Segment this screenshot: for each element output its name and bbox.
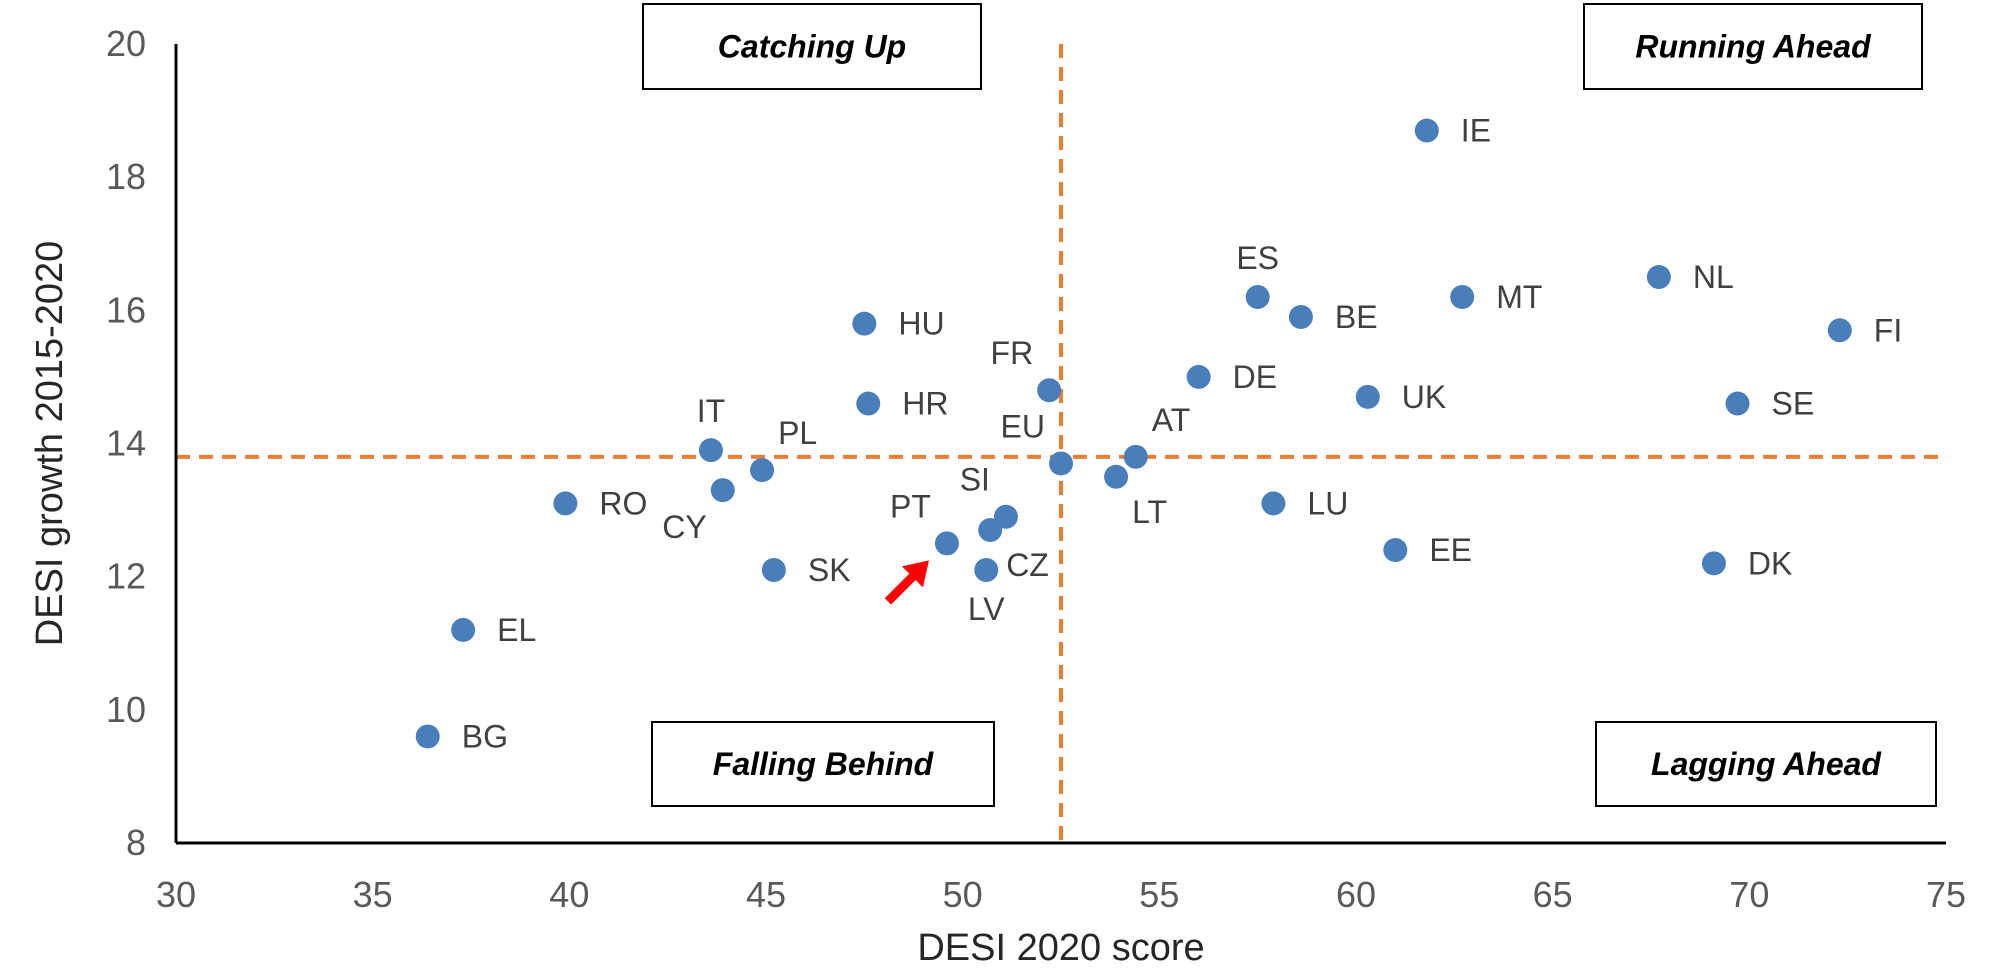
point-label-eu: EU — [1001, 408, 1045, 444]
quadrant-running-ahead: Running Ahead — [1583, 3, 1923, 90]
point-label-cy: CY — [662, 509, 706, 545]
point-uk — [1355, 384, 1380, 409]
quadrant-falling-behind: Falling Behind — [651, 721, 995, 807]
x-tick-label: 55 — [1139, 874, 1179, 915]
point-sk — [761, 558, 786, 583]
point-pl — [750, 458, 775, 483]
quadrant-catching-up-label: Catching Up — [718, 29, 906, 65]
quadrant-running-ahead-box — [1583, 3, 1923, 90]
quadrant-lagging-ahead-label: Lagging Ahead — [1651, 746, 1882, 782]
point-ro — [553, 491, 578, 516]
point-ie — [1414, 118, 1439, 143]
point-label-ie: IE — [1461, 113, 1491, 149]
quadrant-labels: Catching Up Running Ahead Falling Behind La… — [642, 3, 1937, 807]
point-fi — [1827, 318, 1852, 343]
point-label-se: SE — [1772, 386, 1815, 422]
y-tick-label: 16 — [106, 289, 146, 330]
x-tick-label: 65 — [1533, 874, 1573, 915]
point-si — [993, 504, 1018, 529]
point-label-sk: SK — [808, 552, 851, 588]
point-pt — [934, 531, 959, 556]
point-label-dk: DK — [1748, 545, 1792, 581]
point-it — [698, 438, 723, 463]
point-se — [1725, 391, 1750, 416]
highlight-arrow-head — [901, 560, 929, 588]
point-lu — [1261, 491, 1286, 516]
point-label-be: BE — [1335, 299, 1378, 335]
y-axis-title: DESI growth 2015-2020 — [29, 241, 71, 647]
point-label-lu: LU — [1307, 485, 1348, 521]
point-hr — [856, 391, 881, 416]
point-label-uk: UK — [1402, 379, 1446, 415]
quadrant-lagging-ahead: Lagging Ahead — [1595, 721, 1937, 807]
point-ee — [1383, 538, 1408, 563]
quadrant-running-ahead-label: Running Ahead — [1635, 29, 1872, 65]
point-cz — [978, 518, 1003, 543]
x-tick-label: 75 — [1926, 874, 1966, 915]
y-tick-label: 10 — [106, 689, 146, 730]
point-de — [1186, 364, 1211, 389]
data-points — [415, 118, 1852, 749]
point-label-nl: NL — [1693, 259, 1734, 295]
x-tick-label: 50 — [943, 874, 983, 915]
x-axis-title: DESI 2020 score — [917, 927, 1204, 969]
point-label-ee: EE — [1429, 532, 1472, 568]
point-lt — [1104, 464, 1129, 489]
quadrant-falling-behind-label: Falling Behind — [713, 746, 935, 782]
point-eu — [1049, 451, 1073, 476]
point-label-fi: FI — [1874, 312, 1902, 348]
point-at — [1123, 444, 1148, 469]
x-tick-label: 35 — [353, 874, 393, 915]
point-es — [1245, 285, 1270, 310]
y-tick-label: 18 — [106, 156, 146, 197]
point-label-el: EL — [497, 612, 536, 648]
point-label-ro: RO — [599, 485, 647, 521]
point-mt — [1450, 285, 1475, 310]
highlight-arrow-icon — [884, 560, 929, 605]
point-label-bg: BG — [462, 718, 508, 754]
point-label-hu: HU — [898, 306, 944, 342]
point-label-at: AT — [1152, 402, 1191, 438]
x-tick-label: 30 — [156, 874, 196, 915]
quadrant-lagging-ahead-box — [1595, 721, 1937, 807]
point-hu — [852, 311, 877, 336]
point-label-fr: FR — [991, 335, 1034, 371]
point-be — [1288, 304, 1313, 329]
data-point-labels: IE ES BE MT NL FI HU FR DE UK SE HR IT PL EU AT LT CY RO LU… — [462, 113, 1903, 755]
y-tick-label: 20 — [106, 23, 146, 64]
point-label-it: IT — [697, 393, 725, 429]
x-tick-label: 70 — [1729, 874, 1769, 915]
point-label-es: ES — [1236, 240, 1279, 276]
quadrant-catching-up-box — [642, 3, 982, 90]
y-tick-label: 8 — [126, 822, 146, 863]
point-label-pl: PL — [778, 415, 817, 451]
point-cy — [710, 478, 735, 503]
point-label-pt: PT — [890, 488, 931, 524]
x-tick-label: 60 — [1336, 874, 1376, 915]
point-dk — [1701, 551, 1726, 576]
quadrant-falling-behind-box — [651, 721, 995, 807]
x-tick-label: 45 — [746, 874, 786, 915]
point-label-lv: LV — [968, 591, 1005, 627]
point-label-de: DE — [1233, 359, 1277, 395]
quadrant-catching-up: Catching Up — [642, 3, 982, 90]
point-bg — [415, 724, 440, 749]
point-el — [451, 617, 476, 642]
point-label-lt: LT — [1132, 494, 1167, 530]
point-fr — [1037, 378, 1062, 403]
x-tick-label: 40 — [549, 874, 589, 915]
point-label-si: SI — [960, 462, 990, 498]
x-tick-labels: 30 35 40 45 50 55 60 65 70 75 — [156, 874, 1966, 915]
point-label-cz: CZ — [1006, 547, 1049, 583]
point-label-hr: HR — [902, 386, 948, 422]
point-lv — [974, 558, 999, 583]
point-label-mt: MT — [1496, 279, 1542, 315]
axes — [174, 44, 1946, 845]
y-tick-label: 14 — [106, 423, 146, 464]
y-tick-label: 12 — [106, 556, 146, 597]
point-nl — [1646, 265, 1671, 290]
y-tick-labels: 8 10 12 14 16 18 20 — [106, 23, 146, 863]
